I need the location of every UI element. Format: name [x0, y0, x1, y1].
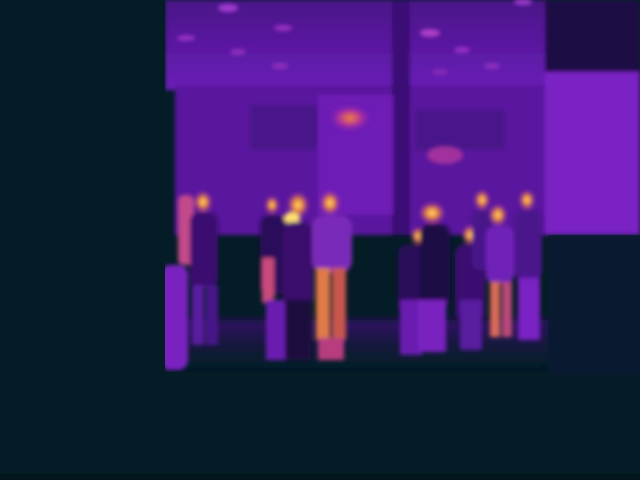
- head-hotspot: [419, 202, 445, 224]
- person-silhouette: [514, 190, 542, 340]
- person-silhouette: [398, 227, 425, 355]
- head-hotspot: [194, 191, 212, 213]
- ceiling-light: [177, 35, 195, 41]
- room-interior: [165, 0, 640, 235]
- head-hotspot: [265, 196, 279, 214]
- window-right: [415, 110, 505, 150]
- person-silhouette: [312, 191, 352, 360]
- ceiling-light: [484, 63, 500, 69]
- right-upper-dark: [545, 0, 640, 72]
- cold-right-floor: [548, 235, 640, 375]
- ceiling-light: [514, 0, 532, 5]
- person-silhouette: [283, 192, 313, 360]
- head-hotspot: [489, 204, 507, 226]
- right-wall-panel: [545, 70, 640, 235]
- ceiling-light: [420, 29, 440, 37]
- crowd: [160, 190, 542, 370]
- support-column: [392, 0, 410, 235]
- ceiling-light: [272, 63, 288, 69]
- ceiling-lights: [177, 0, 532, 164]
- cold-floor: [0, 372, 640, 480]
- head-hotspot: [284, 212, 300, 224]
- head-hotspot: [519, 190, 535, 210]
- head-hotspot: [320, 191, 340, 215]
- hot-lamp-glow: [328, 104, 372, 132]
- ceiling-light: [230, 49, 246, 55]
- person-silhouette: [486, 204, 514, 337]
- ceiling-light: [454, 47, 470, 53]
- window-left: [250, 105, 320, 150]
- head-hotspot: [474, 190, 490, 210]
- head-hotspot: [287, 192, 309, 218]
- ceiling-light: [274, 25, 292, 31]
- ceiling: [165, 0, 555, 90]
- ceiling-light: [218, 4, 238, 12]
- person-silhouette: [260, 196, 286, 360]
- floor-glow: [155, 320, 550, 380]
- ceiling-light: [432, 69, 448, 75]
- person-silhouette: [418, 202, 450, 352]
- bottom-edge: [0, 474, 640, 480]
- warm-fixture: [427, 146, 463, 164]
- person-silhouette: [190, 191, 218, 345]
